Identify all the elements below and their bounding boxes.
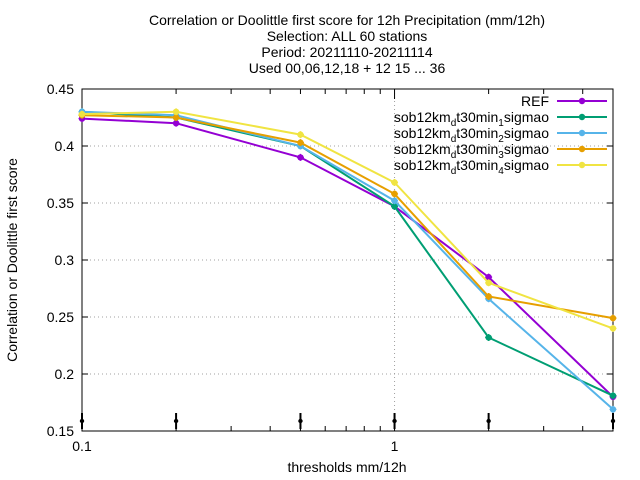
y-tick-label: 0.3	[55, 252, 75, 268]
legend-entry: sob12kmdt30min4sigmao	[394, 157, 607, 177]
data-point-cross	[485, 334, 493, 342]
legend-label: sob12kmdt30min2sigmao	[394, 125, 549, 145]
y-tick-label: 0.25	[47, 309, 74, 325]
y-tick-label: 0.35	[47, 195, 74, 211]
legend-entry: sob12kmdt30min2sigmao	[394, 125, 607, 145]
threshold-marker-dot	[392, 418, 397, 424]
y-tick-label: 0.2	[55, 366, 75, 382]
legend-marker	[578, 129, 586, 137]
threshold-marker-dot	[298, 418, 303, 424]
data-point-cross	[391, 197, 399, 205]
series-line	[81, 110, 614, 330]
series-line	[81, 114, 614, 320]
data-point-cross	[609, 405, 617, 413]
threshold-marker-dot	[173, 418, 179, 424]
legend-marker	[578, 145, 586, 153]
series-line	[81, 110, 614, 411]
chart-title-line: Selection: ALL 60 stations	[267, 28, 428, 44]
legend-entry: REF	[521, 93, 607, 109]
legend-label: sob12kmdt30min4sigmao	[394, 157, 549, 177]
legend-label: sob12kmdt30min1sigmao	[394, 109, 549, 129]
x-tick-label: 0.1	[72, 438, 92, 454]
data-point-cross	[296, 131, 304, 139]
series-5	[78, 108, 617, 332]
data-point-cross	[609, 314, 617, 322]
y-tick-label: 0.4	[55, 138, 75, 154]
legend-marker	[578, 97, 586, 105]
data-point-cross	[296, 139, 304, 147]
legend-entry: sob12kmdt30min1sigmao	[394, 109, 607, 129]
data-point-cross	[296, 153, 304, 161]
plot-frame	[81, 88, 614, 432]
x-axis-label: thresholds mm/12h	[287, 459, 406, 475]
y-axis-label: Correlation or Doolittle first score	[4, 158, 20, 362]
y-tick-label: 0.45	[47, 81, 74, 97]
legend-label: sob12kmdt30min3sigmao	[394, 141, 549, 161]
series-line	[81, 117, 614, 398]
x-tick-label: 1	[391, 438, 399, 454]
legend-marker	[578, 113, 586, 121]
threshold-marker-dot	[486, 418, 491, 424]
chart-title-line: Used 00,06,12,18 + 12 15 ... 36	[249, 60, 446, 76]
data-point-cross	[391, 190, 399, 198]
legend-entry: sob12kmdt30min3sigmao	[394, 141, 607, 161]
chart-title-line: Period: 20211110-20211114	[261, 44, 432, 60]
data-point-cross	[78, 110, 86, 118]
data-point-cross	[609, 324, 617, 332]
legend-label: REF	[521, 93, 549, 109]
data-point-cross	[391, 178, 399, 186]
data-point-cross	[609, 392, 617, 400]
y-tick-label: 0.15	[47, 423, 74, 439]
chart-title-line: Correlation or Doolittle first score for…	[149, 12, 545, 28]
legend-marker	[578, 161, 586, 169]
data-point-cross	[485, 279, 493, 287]
data-point-cross	[485, 292, 493, 300]
data-point-cross	[172, 108, 180, 116]
